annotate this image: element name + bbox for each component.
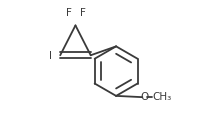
Text: O: O <box>140 92 148 102</box>
Text: F: F <box>80 8 86 18</box>
Text: I: I <box>49 51 52 61</box>
Text: F: F <box>66 8 72 18</box>
Text: CH₃: CH₃ <box>152 92 171 102</box>
